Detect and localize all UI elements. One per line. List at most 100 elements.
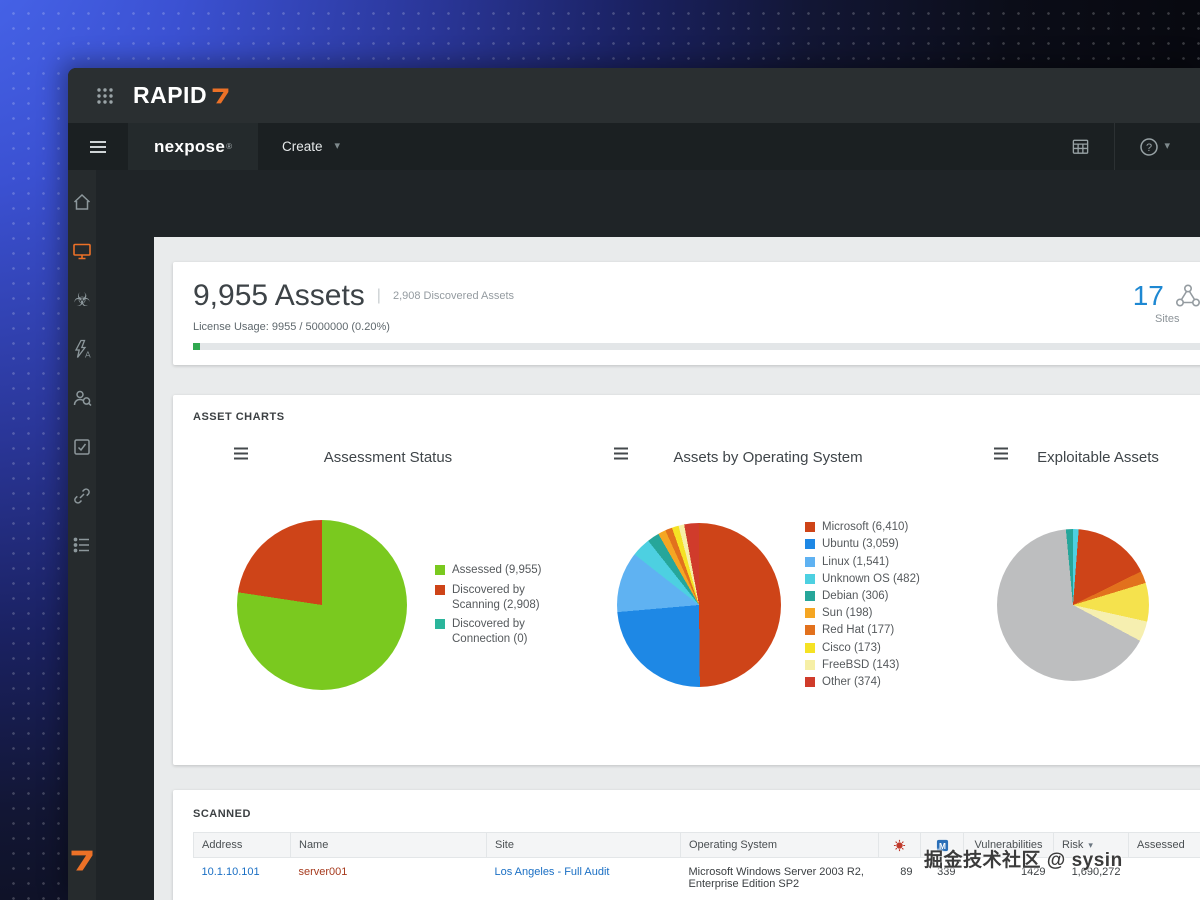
license-progress-fill [193, 343, 200, 350]
pie-chart-assets-by-os[interactable] [617, 523, 781, 687]
column-header-risk[interactable]: Risk ▾ [1053, 832, 1129, 858]
chart-menu-icon[interactable] [993, 447, 1009, 465]
table-row[interactable]: 10.1.10.101 server001 Los Angeles - Full… [194, 858, 1200, 895]
sidebar-item-administration list-icon[interactable] [72, 535, 92, 555]
legend-label: FreeBSD (143) [822, 658, 900, 671]
legend-item: Ubuntu (3,059) [805, 537, 920, 552]
title-divider: | [376, 287, 381, 304]
nav-right: ? ▾ [1071, 123, 1200, 170]
sites-label: Sites [1155, 313, 1180, 325]
calendar-icon[interactable] [1071, 137, 1090, 156]
asset-name-link[interactable]: server001 [298, 866, 348, 878]
chart-assets-by-os: Assets by Operating System Microsoft (6,… [553, 433, 933, 705]
chart-title: Assessment Status [323, 449, 453, 466]
product-logo-nexpose[interactable]: nexpose ® [128, 123, 258, 170]
discovered-assets-label: 2,908 Discovered Assets [392, 290, 515, 302]
sites-stat[interactable]: 17 Sites [1133, 280, 1200, 325]
assets-count-title: 9,955 Assets [193, 279, 365, 312]
legend-label: Assessed (9,955) [452, 564, 542, 577]
legend-item: Other (374) [805, 675, 920, 690]
malware-kits-icon [893, 839, 906, 852]
summary-stats: 17 Sites 39 [1133, 280, 1200, 325]
asset-charts-card: ASSET CHARTS Assessment Status [173, 395, 1200, 765]
site-link[interactable]: Los Angeles - Full Audit [494, 866, 610, 878]
legend-swatch [805, 625, 815, 636]
sidebar-item-vulnerabilities biohazard-icon[interactable]: ☣ [72, 290, 92, 310]
charts-row: Assessment Status Assessed (9,955) Discov… [173, 433, 1200, 705]
app-header: RAPID [68, 68, 1200, 123]
legend-swatch [805, 642, 815, 653]
asset-address-link[interactable]: 10.1.10.101 [201, 866, 260, 878]
sidebar-item-home[interactable] [72, 192, 92, 212]
column-header-address[interactable]: Address [193, 832, 291, 858]
app-window: RAPID nexpose ® Create ▾ [68, 68, 1200, 900]
legend-swatch [805, 522, 815, 533]
help-menu[interactable]: ? ▾ [1139, 137, 1170, 157]
legend-swatch [805, 659, 815, 670]
nav-divider [1114, 123, 1116, 170]
sort-chevron-icon[interactable]: ▾ [1088, 839, 1093, 850]
rapid7-wordmark: RAPID [133, 82, 208, 108]
sidebar: ☣ A [68, 170, 96, 900]
column-header-name[interactable]: Name [290, 832, 487, 858]
sites-icon [1175, 284, 1200, 307]
column-header-site[interactable]: Site [486, 832, 681, 858]
main-content: 9,955 Assets | 2,908 Discovered Assets L… [154, 237, 1200, 900]
vulnerabilities-count-cell: 1429 [1021, 866, 1046, 878]
legend-label: Sun (198) [822, 607, 873, 620]
legend-item: Assessed (9,955) [435, 563, 553, 578]
legend-swatch [435, 565, 445, 576]
legend-item: Sun (198) [805, 606, 920, 621]
asset-charts-section-title: ASSET CHARTS [193, 411, 285, 423]
legend-item: FreeBSD (143) [805, 658, 920, 673]
rapid7-logo: RAPID [133, 82, 231, 109]
column-header-vulnerabilities[interactable]: Vulnerabilities [963, 832, 1054, 858]
app-body: ☣ A [68, 170, 1200, 900]
column-header-assessed[interactable]: Assessed [1128, 832, 1200, 858]
sidebar-item-asset-discovery person-search-icon[interactable] [72, 388, 92, 408]
exploits-count-cell: 339 [937, 866, 956, 878]
svg-text:?: ? [1146, 142, 1152, 154]
chart-exploitable-assets: Exploitable Assets [933, 433, 1200, 705]
menu-icon[interactable] [68, 140, 128, 154]
license-usage-label: License Usage: 9955 / 5000000 (0.20%) [193, 321, 390, 333]
create-label: Create [281, 139, 323, 154]
risk-label: Risk [1062, 839, 1084, 851]
legend-swatch [805, 591, 815, 602]
chart-title: Assets by Operating System [673, 449, 863, 466]
sites-count: 17 [1132, 280, 1164, 311]
legend-label: Unknown OS (482) [822, 572, 920, 585]
legend-swatch [805, 573, 815, 584]
biohazard-glyph: ☣ [73, 289, 91, 311]
chart-title: Exploitable Assets [1037, 449, 1159, 466]
pie-chart-assessment-status[interactable] [237, 520, 407, 690]
chart-menu-icon[interactable] [233, 447, 249, 465]
sidebar-item-policies bolt-icon[interactable]: A [72, 339, 92, 359]
sidebar-item-assets[interactable] [72, 241, 92, 261]
column-header-os[interactable]: Operating System [680, 832, 879, 858]
chevron-down-icon: ▾ [334, 140, 341, 152]
chart-menu-icon[interactable] [613, 447, 629, 465]
legend-label: Discovered by Scanning (2,908) [452, 583, 540, 611]
navbar: nexpose ® Create ▾ ? [68, 123, 1200, 170]
os-cell: Microsoft Windows Server 2003 R2, Enterp… [688, 866, 864, 890]
legend-swatch [805, 539, 815, 550]
legend-item: Linux (1,541) [805, 555, 920, 570]
column-header-malware[interactable] [878, 832, 921, 858]
registered-mark: ® [226, 142, 232, 151]
app-launcher-icon[interactable] [95, 86, 115, 106]
chart-assessment-status: Assessment Status Assessed (9,955) Discov… [173, 433, 553, 705]
svg-text:A: A [85, 350, 91, 360]
rapid7-seven-icon [71, 850, 93, 871]
sidebar-item-reports checkbox-icon[interactable] [72, 437, 92, 457]
column-header-exploits[interactable]: M [920, 832, 964, 858]
legend-swatch [805, 608, 815, 619]
legend-item: Cisco (173) [805, 641, 920, 656]
create-menu[interactable]: Create ▾ [282, 139, 340, 154]
pie-chart-exploitable-assets[interactable] [997, 529, 1149, 681]
legend-swatch [435, 619, 445, 630]
svg-text:M: M [939, 840, 946, 850]
sidebar-item-tickets link-icon[interactable] [72, 486, 92, 506]
legend-item: Red Hat (177) [805, 623, 920, 638]
